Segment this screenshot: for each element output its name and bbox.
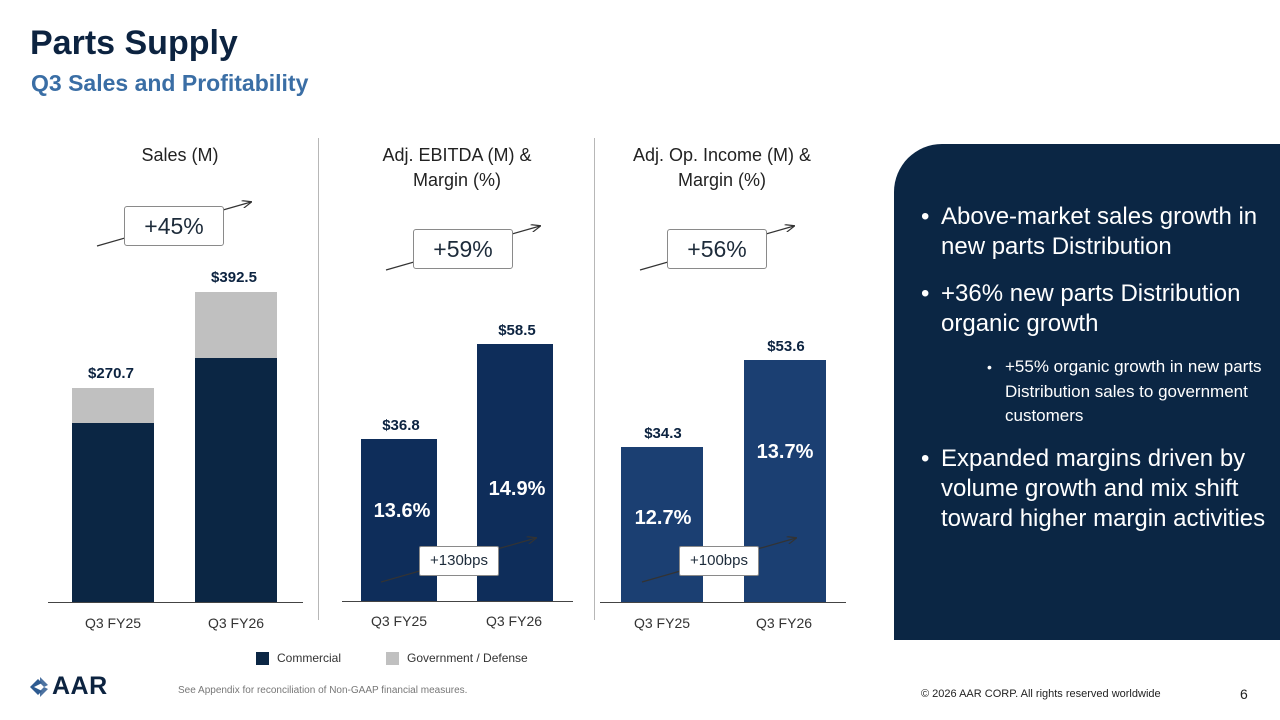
copyright: © 2026 AAR CORP. All rights reserved wor… bbox=[921, 688, 1161, 700]
ebitda-margin-label-q3fy26: 14.9% bbox=[488, 478, 546, 500]
ebitda-axis-baseline bbox=[342, 601, 573, 602]
bullet-marker: • bbox=[921, 203, 930, 230]
page-subtitle: Q3 Sales and Profitability bbox=[31, 70, 309, 96]
panel-bullet-text: +36% new parts Distribution organic grow… bbox=[941, 280, 1241, 337]
opinc-x-tick-q3fy26: Q3 FY26 bbox=[755, 615, 813, 631]
sales-bar-government-q3fy26 bbox=[195, 292, 277, 359]
opinc-margin-label-q3fy26: 13.7% bbox=[756, 441, 814, 463]
opinc-chart-title: Adj. Op. Income (M) & Margin (%) bbox=[632, 145, 812, 190]
panel-bullet: • Above-market sales growth in new parts… bbox=[921, 202, 1271, 262]
sales-x-tick-q3fy26: Q3 FY26 bbox=[207, 615, 265, 631]
ebitda-value-label-q3fy25: $36.8 bbox=[382, 417, 420, 435]
sales-bar-government-q3fy25 bbox=[72, 388, 154, 423]
ebitda-x-tick-q3fy25: Q3 FY25 bbox=[370, 613, 428, 629]
page-title: Parts Supply bbox=[30, 24, 238, 62]
page-number: 6 bbox=[1240, 686, 1248, 702]
legend-label-government: Government / Defense bbox=[407, 651, 528, 665]
footnote: See Appendix for reconciliation of Non-G… bbox=[178, 685, 468, 696]
opinc-margin-label-q3fy25: 12.7% bbox=[634, 507, 692, 529]
legend-swatch-government bbox=[386, 652, 399, 665]
chart-divider bbox=[594, 138, 595, 620]
legend-label-commercial: Commercial bbox=[277, 651, 342, 665]
bullet-marker: • bbox=[921, 280, 930, 307]
ebitda-x-tick-q3fy26: Q3 FY26 bbox=[485, 613, 543, 629]
opinc-value-label-q3fy26: $53.6 bbox=[767, 337, 805, 355]
sales-chart-title: Sales (M) bbox=[141, 145, 219, 165]
aar-logo-text: AAR bbox=[52, 672, 108, 700]
panel-sub-bullet: • +55% organic growth in new parts Distr… bbox=[987, 355, 1271, 429]
ebitda-margin-label-q3fy25: 13.6% bbox=[373, 500, 431, 522]
sales-bar-commercial-q3fy25 bbox=[72, 422, 154, 602]
ebitda-value-label-q3fy26: $58.5 bbox=[498, 321, 536, 339]
ebitda-margin-change-badge: +130bps bbox=[419, 546, 499, 576]
sales-x-tick-q3fy25: Q3 FY25 bbox=[84, 615, 142, 631]
opinc-x-tick-q3fy25: Q3 FY25 bbox=[633, 615, 691, 631]
sales-axis-baseline bbox=[48, 602, 303, 603]
opinc-value-label-q3fy25: $34.3 bbox=[644, 424, 682, 442]
sales-growth-badge: +45% bbox=[124, 206, 224, 246]
panel-bullet: • Expanded margins driven by volume grow… bbox=[921, 444, 1271, 534]
panel-sub-bullet-text: +55% organic growth in new parts Distrib… bbox=[1005, 357, 1262, 425]
sales-bar-commercial-q3fy26 bbox=[195, 358, 277, 602]
aar-logo-icon bbox=[30, 677, 48, 697]
opinc-axis-baseline bbox=[600, 602, 846, 603]
panel-bullet-text: Expanded margins driven by volume growth… bbox=[941, 445, 1266, 532]
opinc-growth-badge: +56% bbox=[667, 229, 767, 269]
sales-total-label-q3fy25: $270.7 bbox=[88, 365, 134, 383]
panel-bullet-text: Above-market sales growth in new parts D… bbox=[941, 203, 1258, 260]
ebitda-growth-badge: +59% bbox=[413, 229, 513, 269]
key-takeaways-panel: • Above-market sales growth in new parts… bbox=[894, 144, 1280, 640]
bullet-marker: • bbox=[987, 359, 992, 375]
ebitda-chart-title: Adj. EBITDA (M) & Margin (%) bbox=[382, 145, 532, 190]
opinc-margin-change-badge: +100bps bbox=[679, 546, 759, 576]
sales-total-label-q3fy26: $392.5 bbox=[211, 269, 257, 287]
legend-swatch-commercial bbox=[256, 652, 269, 665]
panel-bullet: • +36% new parts Distribution organic gr… bbox=[921, 279, 1271, 339]
bullet-marker: • bbox=[921, 445, 930, 472]
chart-divider bbox=[318, 138, 319, 620]
